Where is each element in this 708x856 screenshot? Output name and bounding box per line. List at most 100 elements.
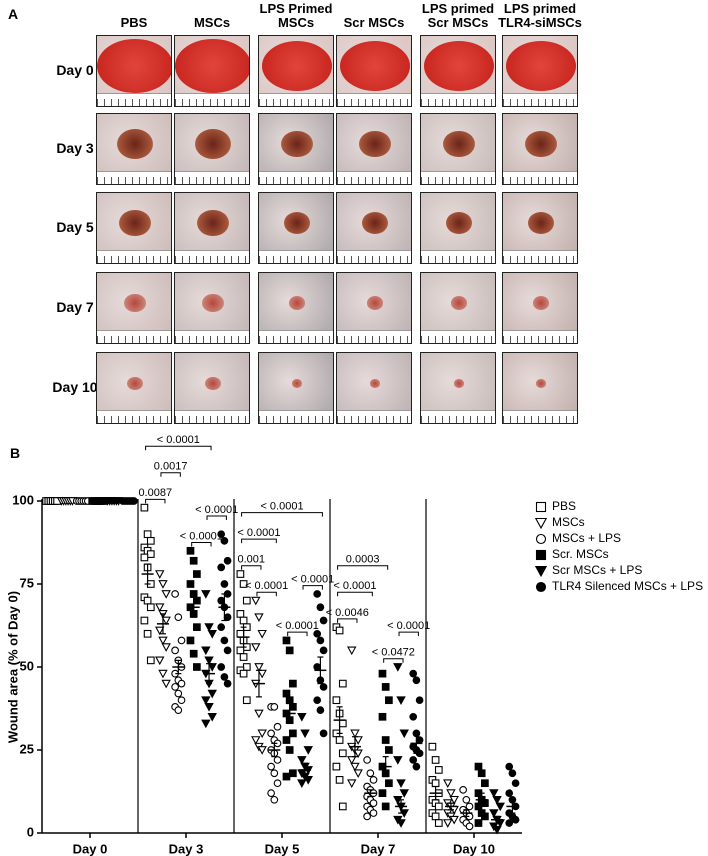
data-point xyxy=(251,643,261,652)
photo xyxy=(96,192,172,264)
data-point xyxy=(347,646,357,656)
significance-bracket xyxy=(241,538,277,544)
data-point xyxy=(273,722,282,731)
panel-label: A xyxy=(8,6,19,22)
data-point xyxy=(363,812,371,821)
photo xyxy=(174,272,250,344)
data-point xyxy=(161,590,171,599)
ruler xyxy=(259,330,333,343)
data-point xyxy=(223,646,232,655)
data-point xyxy=(217,663,226,671)
y-tick-label: 100 xyxy=(12,492,34,507)
data-point xyxy=(338,679,347,688)
legend-label: Scr MSCs + LPS xyxy=(552,563,642,577)
ruler xyxy=(421,250,495,263)
data-point xyxy=(146,550,155,558)
data-point xyxy=(257,746,267,755)
data-point xyxy=(313,663,322,671)
data-point xyxy=(270,702,279,711)
ruler xyxy=(175,410,249,423)
ruler xyxy=(503,171,577,184)
data-point xyxy=(505,789,514,798)
data-point xyxy=(347,756,357,765)
data-point xyxy=(338,749,347,758)
photo xyxy=(336,113,412,185)
data-point xyxy=(385,696,393,705)
data-point xyxy=(236,646,245,655)
wound xyxy=(288,296,306,310)
data-point xyxy=(477,769,486,778)
data-point xyxy=(217,596,226,605)
data-point xyxy=(201,590,211,599)
data-point xyxy=(217,623,226,632)
data-point xyxy=(381,802,390,811)
data-point xyxy=(363,756,371,764)
data-point xyxy=(174,613,183,622)
data-point xyxy=(353,749,363,759)
data-point xyxy=(474,819,483,827)
wound xyxy=(340,41,410,91)
data-point xyxy=(300,729,310,739)
data-point xyxy=(193,570,201,578)
data-point xyxy=(270,769,279,778)
photo xyxy=(420,192,496,264)
data-point xyxy=(285,746,294,754)
data-point xyxy=(505,819,514,827)
data-point xyxy=(393,756,403,765)
data-point xyxy=(350,729,360,739)
wound xyxy=(175,39,249,93)
p-value-label: < 0.0472 xyxy=(372,647,415,659)
data-point xyxy=(220,636,229,645)
data-point xyxy=(155,570,165,579)
y-tick-label: 25 xyxy=(20,741,34,756)
data-point xyxy=(481,812,489,821)
data-point xyxy=(220,536,229,545)
data-point xyxy=(303,746,313,755)
data-point xyxy=(434,819,443,827)
data-point xyxy=(174,689,183,698)
data-point xyxy=(415,696,424,705)
ruler xyxy=(97,250,171,263)
row-label: Day 10 xyxy=(52,379,98,395)
ruler xyxy=(503,330,577,343)
data-point xyxy=(319,616,328,625)
data-point xyxy=(204,702,214,712)
significance-bracket xyxy=(145,498,166,504)
data-point xyxy=(297,779,307,788)
data-point xyxy=(319,729,328,738)
data-point xyxy=(508,769,517,778)
data-point xyxy=(193,623,201,632)
data-point xyxy=(189,590,198,598)
data-point xyxy=(316,636,325,645)
data-point xyxy=(396,696,406,705)
photo xyxy=(96,35,172,107)
wound xyxy=(445,212,473,234)
wound xyxy=(359,131,391,157)
data-point xyxy=(201,646,211,656)
data-point xyxy=(431,779,440,788)
data-point xyxy=(385,746,393,754)
data-point xyxy=(239,580,248,588)
x-tick-label: Day 0 xyxy=(73,841,108,856)
data-point xyxy=(220,673,229,681)
x-tick-label: Day 7 xyxy=(361,841,396,856)
data-point xyxy=(511,779,520,788)
photo xyxy=(502,192,578,264)
data-point xyxy=(186,580,195,588)
p-value-label: 0.001 xyxy=(238,554,266,566)
data-point xyxy=(396,779,406,788)
data-point xyxy=(332,696,341,705)
photo xyxy=(502,272,578,344)
wound xyxy=(453,378,465,388)
y-axis-label: Wound area (% of Day 0) xyxy=(5,591,20,743)
chart: B Wound area (% of Day 0) 0 25 50 75 100 Day … xyxy=(5,434,703,856)
data-point xyxy=(316,603,325,612)
ruler xyxy=(421,330,495,343)
significance-bracket xyxy=(383,658,404,663)
data-point xyxy=(143,629,152,638)
data-point xyxy=(366,769,375,778)
data-point xyxy=(186,546,195,555)
panel-a: A PBS MSCs LPS Primed MSCs Scr MSCs LPS prim… xyxy=(8,2,582,424)
x-tick-label: Day 10 xyxy=(453,841,495,856)
data-point xyxy=(289,729,297,738)
